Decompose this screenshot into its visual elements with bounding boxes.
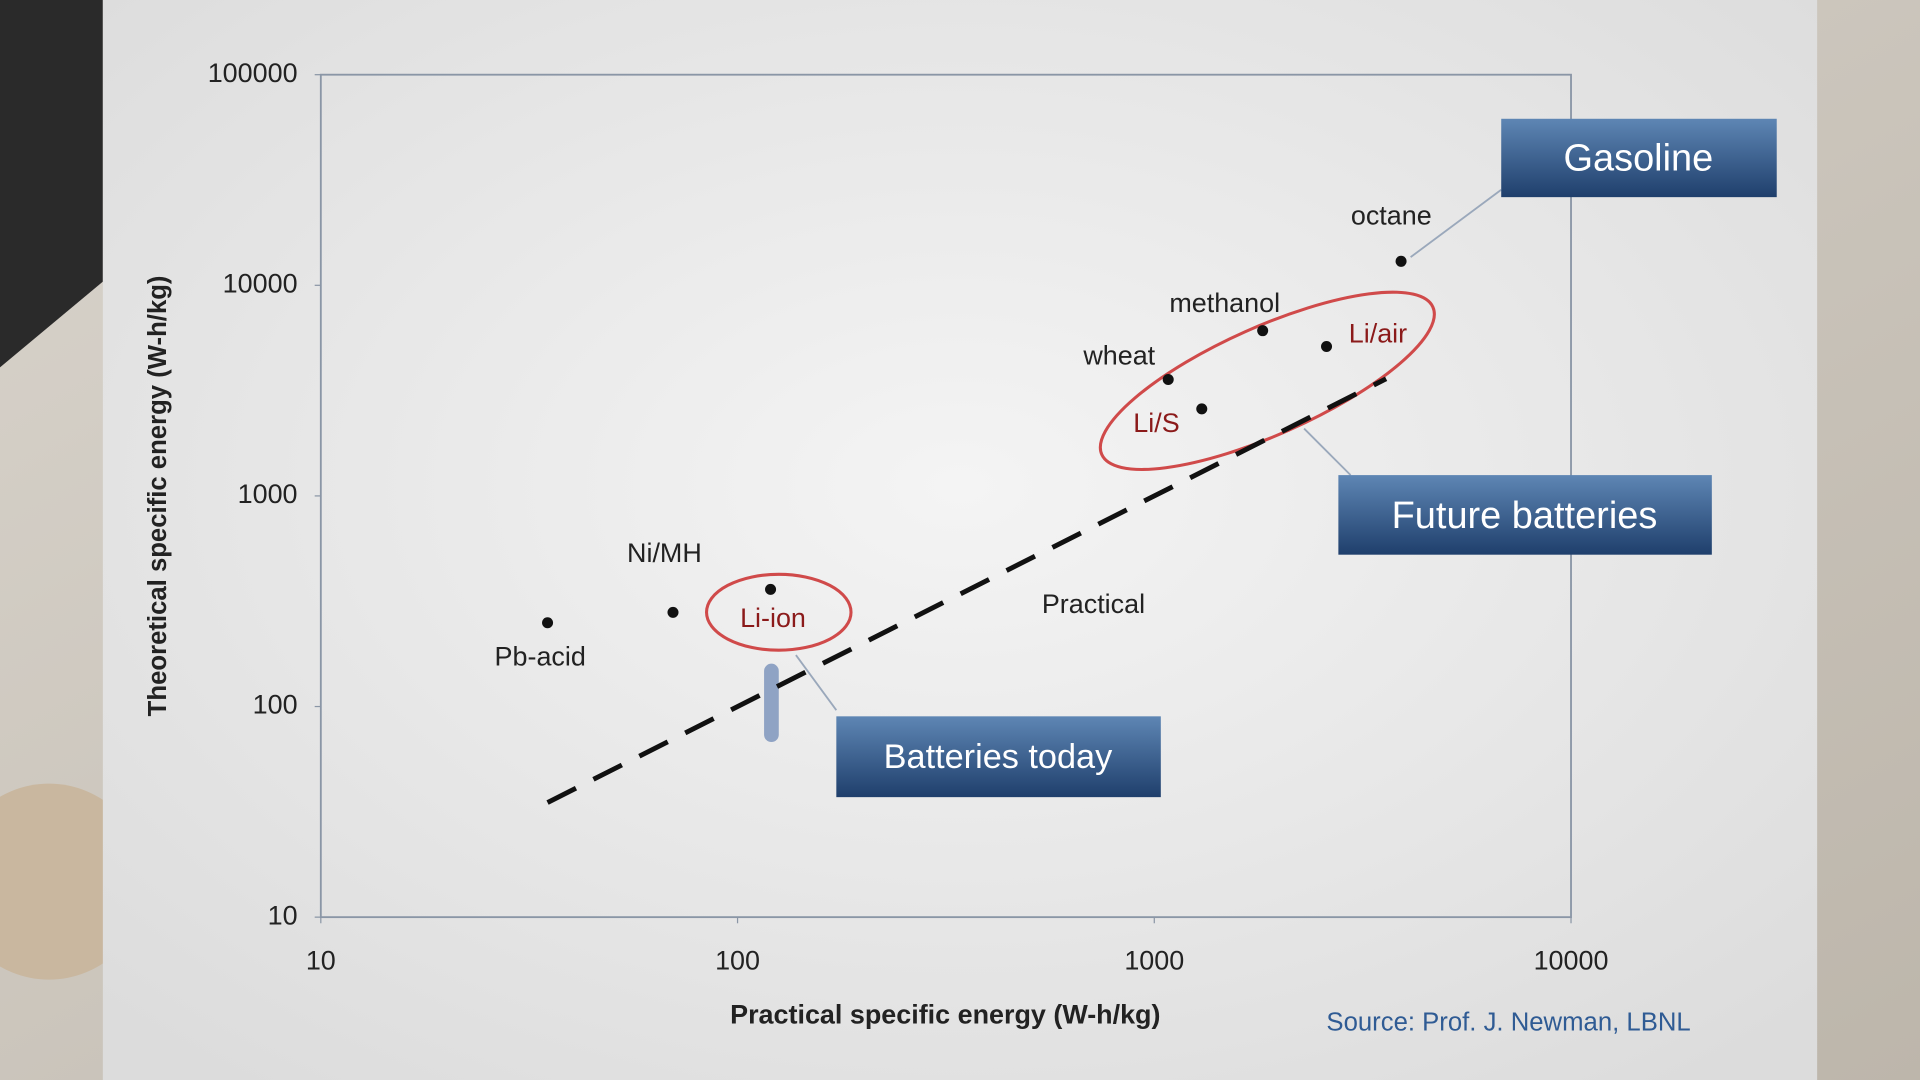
point-label: octane [1351, 200, 1432, 230]
x-tick-label: 10000 [1534, 946, 1609, 976]
y-tick-label: 10 [268, 900, 298, 930]
callout-text: Batteries today [884, 738, 1113, 776]
callout-text: Gasoline [1564, 137, 1714, 179]
highlight-ellipse [705, 572, 853, 652]
connector [1303, 427, 1352, 476]
point-label: Li/S [1133, 408, 1179, 438]
connector [795, 654, 838, 711]
point-label: methanol [1169, 288, 1280, 318]
callout-text: Future batteries [1392, 495, 1658, 537]
y-tick-label: 1000 [238, 479, 298, 509]
point-label: Ni/MH [627, 538, 702, 568]
x-axis-label: Practical specific energy (W-h/kg) [730, 999, 1160, 1029]
x-tick-label: 100 [715, 946, 760, 976]
data-point [1196, 403, 1208, 415]
data-point [667, 606, 679, 618]
trend-line [546, 376, 1388, 805]
x-tick-label: 10 [306, 946, 336, 976]
y-tick-label: 10000 [223, 268, 298, 298]
point-label: wheat [1082, 341, 1155, 371]
source-note: Source: Prof. J. Newman, LBNL [1326, 1008, 1690, 1036]
point-label: Li-ion [740, 603, 806, 633]
callout-box [1501, 118, 1777, 198]
point-label: Pb-acid [495, 641, 586, 671]
x-tick-label: 1000 [1124, 946, 1184, 976]
y-axis-label: Theoretical specific energy (W-h/kg) [144, 276, 172, 717]
data-point [542, 617, 554, 629]
callout-box [1338, 475, 1712, 555]
y-tick-label: 100000 [208, 58, 298, 88]
dark-object [0, 0, 103, 368]
data-point [765, 583, 777, 595]
trend-label: Practical [1042, 589, 1145, 619]
data-point [1162, 374, 1174, 386]
data-point [1321, 341, 1333, 353]
y-tick-label: 100 [253, 690, 298, 720]
data-point [1257, 325, 1269, 337]
data-point [1395, 255, 1407, 267]
point-label: Li/air [1349, 319, 1407, 349]
connector [1410, 189, 1502, 258]
callout-box [836, 716, 1161, 798]
